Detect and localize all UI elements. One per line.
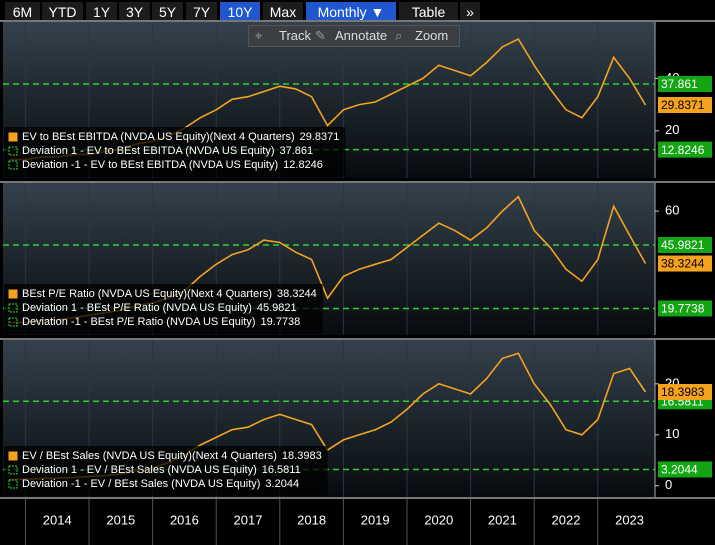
deviation-tag: 3.2044 (661, 463, 698, 477)
y-tick-label: 0 (665, 477, 672, 492)
legend-background (4, 284, 323, 334)
legend-label: Deviation -1 - EV / BEst Sales (NVDA US … (22, 478, 260, 490)
deviation-tag-bg (658, 461, 712, 478)
legend-value: 38.3244 (277, 288, 317, 300)
legend-swatch (8, 132, 18, 142)
toolbar-button[interactable]: 1Y (86, 2, 117, 23)
toolbar-button[interactable]: Max (263, 2, 303, 23)
toolbar-button[interactable]: » (460, 2, 480, 23)
last-value-tag-bg (658, 97, 712, 114)
last-value-tag-bg (658, 384, 712, 401)
x-tick-label: 2014 (43, 512, 72, 527)
last-value-tag: 18.3983 (661, 385, 705, 399)
legend: EV to BEst EBITDA (NVDA US Equity)(Next … (4, 127, 346, 177)
legend-label: EV / BEst Sales (NVDA US Equity)(Next 4 … (22, 450, 277, 462)
tool-button[interactable]: Track (279, 28, 312, 43)
tool-bar: ⌖ Track ✎ Annotate ⌕ Zoom (248, 25, 460, 47)
toolbar-button[interactable]: 6M (5, 2, 40, 23)
legend-value: 37.861 (279, 145, 313, 157)
toolbar-button[interactable]: 10Y (220, 2, 260, 23)
legend-swatch (8, 479, 18, 489)
legend-value: 16.5811 (262, 464, 301, 476)
legend-value: 29.8371 (300, 131, 340, 143)
tool-icon: ✎ (315, 28, 326, 43)
legend-label: Deviation -1 - BEst P/E Ratio (NVDA US E… (22, 316, 256, 328)
deviation-tag: 37.861 (661, 77, 698, 91)
toolbar-button[interactable]: 5Y (152, 2, 183, 23)
legend-label: Deviation -1 - EV to BEst EBITDA (NVDA U… (22, 159, 278, 171)
deviation-tag: 12.8246 (661, 143, 705, 157)
y-tick-label: 60 (665, 203, 679, 218)
x-tick-label: 2023 (615, 512, 644, 527)
x-tick-label: 2015 (106, 512, 135, 527)
toolbar-button[interactable]: YTD (42, 2, 83, 23)
x-tick-label: 2022 (552, 512, 581, 527)
legend: BEst P/E Ratio (NVDA US Equity)(Next 4 Q… (4, 284, 323, 334)
legend-swatch (8, 146, 18, 156)
legend-swatch (8, 451, 18, 461)
legend: EV / BEst Sales (NVDA US Equity)(Next 4 … (4, 446, 328, 496)
legend-value: 3.2044 (265, 478, 299, 490)
x-tick-label: 2020 (424, 512, 453, 527)
legend-value: 18.3983 (282, 450, 322, 462)
toolbar-button[interactable]: Monthly ▼ (306, 2, 396, 23)
legend-value: 45.9821 (257, 302, 297, 314)
legend-background (4, 446, 328, 496)
toolbar-button[interactable]: Table (399, 2, 458, 23)
last-value-tag: 38.3244 (661, 257, 705, 271)
tool-icon: ⌖ (255, 28, 263, 43)
toolbar: 6M YTD 1Y 3Y 5Y 7Y 10Y Max Monthly ▼ Table» (0, 0, 715, 24)
legend-value: 19.7738 (261, 316, 301, 328)
y-tick-label: 10 (665, 426, 679, 441)
tool-button[interactable]: Zoom (415, 28, 449, 43)
deviation-tag-bg (658, 75, 712, 92)
legend-swatch (8, 465, 18, 475)
legend-label: Deviation 1 - EV / BEst Sales (NVDA US E… (22, 464, 257, 476)
x-tick-label: 2017 (234, 512, 263, 527)
x-tick-label: 2019 (361, 512, 390, 527)
legend-background (4, 127, 346, 177)
legend-label: Deviation 1 - EV to BEst EBITDA (NVDA US… (22, 145, 274, 157)
tool-icon: ⌕ (395, 28, 403, 43)
toolbar-button[interactable]: 7Y (186, 2, 217, 23)
legend-label: BEst P/E Ratio (NVDA US Equity)(Next 4 Q… (22, 288, 272, 300)
tool-button[interactable]: Annotate (335, 28, 388, 43)
deviation-tag-bg (658, 300, 712, 317)
last-value-tag: 29.8371 (661, 98, 705, 112)
legend-swatch (8, 303, 18, 313)
last-value-tag-bg (658, 255, 712, 272)
legend-label: Deviation 1 - BEst P/E Ratio (NVDA US Eq… (22, 302, 252, 314)
x-tick-label: 2021 (488, 512, 517, 527)
deviation-tag-bg (658, 237, 712, 254)
x-tick-label: 2018 (297, 512, 326, 527)
legend-swatch (8, 317, 18, 327)
deviation-tag: 45.9821 (661, 238, 705, 252)
x-tick-label: 2016 (170, 512, 199, 527)
toolbar-button[interactable]: 3Y (119, 2, 150, 23)
deviation-tag: 19.7738 (661, 302, 705, 316)
deviation-tag-bg (658, 141, 712, 158)
y-tick-label: 20 (665, 122, 679, 137)
legend-swatch (8, 289, 18, 299)
legend-value: 12.8246 (283, 159, 323, 171)
legend-swatch (8, 160, 18, 170)
legend-label: EV to BEst EBITDA (NVDA US Equity)(Next … (22, 131, 295, 143)
